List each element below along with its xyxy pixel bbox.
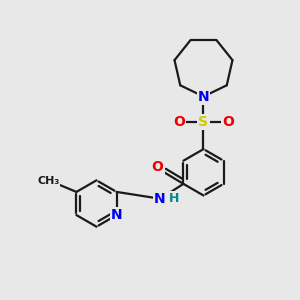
Text: S: S bbox=[199, 115, 208, 129]
Text: N: N bbox=[154, 192, 166, 206]
Text: O: O bbox=[152, 160, 164, 174]
Text: N: N bbox=[111, 208, 122, 222]
Text: N: N bbox=[198, 89, 209, 103]
Text: H: H bbox=[168, 192, 179, 205]
Text: O: O bbox=[173, 115, 185, 129]
Text: O: O bbox=[222, 115, 234, 129]
Text: CH₃: CH₃ bbox=[37, 176, 59, 186]
